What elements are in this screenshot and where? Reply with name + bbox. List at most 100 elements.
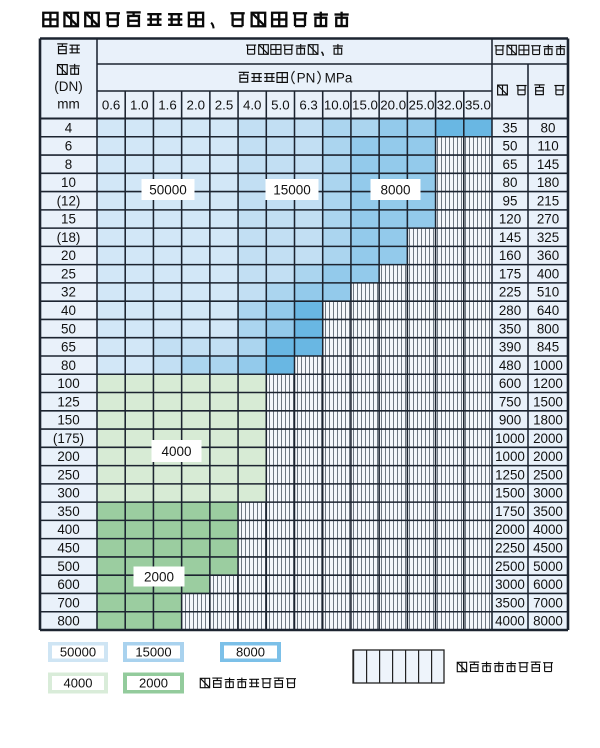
svg-text:600: 600 bbox=[57, 577, 79, 592]
svg-text:(18): (18) bbox=[57, 230, 81, 245]
svg-text:160: 160 bbox=[499, 248, 521, 263]
svg-text:350: 350 bbox=[499, 321, 521, 336]
svg-text:10.0: 10.0 bbox=[324, 98, 350, 113]
svg-text:360: 360 bbox=[537, 248, 559, 263]
svg-text:3500: 3500 bbox=[495, 595, 525, 610]
svg-text:65: 65 bbox=[61, 340, 76, 355]
svg-text:(175): (175) bbox=[53, 431, 84, 446]
svg-text:1000: 1000 bbox=[495, 449, 525, 464]
svg-text:2500: 2500 bbox=[533, 467, 563, 482]
svg-text:1.0: 1.0 bbox=[130, 98, 149, 113]
svg-text:1000: 1000 bbox=[533, 358, 563, 373]
svg-text:6000: 6000 bbox=[533, 577, 563, 592]
svg-text:2.5: 2.5 bbox=[215, 98, 234, 113]
svg-text:750: 750 bbox=[499, 394, 521, 409]
svg-text:300: 300 bbox=[57, 486, 79, 501]
svg-text:6.3: 6.3 bbox=[299, 98, 318, 113]
svg-text:50000: 50000 bbox=[60, 645, 96, 660]
svg-text:900: 900 bbox=[499, 413, 521, 428]
svg-text:4000: 4000 bbox=[495, 614, 525, 629]
svg-text:270: 270 bbox=[537, 212, 559, 227]
svg-text:15: 15 bbox=[61, 212, 76, 227]
svg-text:390: 390 bbox=[499, 340, 521, 355]
svg-text:400: 400 bbox=[57, 522, 79, 537]
svg-text:5000: 5000 bbox=[533, 559, 563, 574]
svg-text:120: 120 bbox=[499, 212, 521, 227]
svg-text:3000: 3000 bbox=[533, 486, 563, 501]
svg-text:800: 800 bbox=[537, 321, 559, 336]
svg-text:25: 25 bbox=[61, 267, 76, 282]
svg-text:50: 50 bbox=[61, 321, 76, 336]
svg-text:400: 400 bbox=[537, 267, 559, 282]
svg-text:15000: 15000 bbox=[273, 182, 311, 197]
svg-text:15000: 15000 bbox=[135, 645, 171, 660]
svg-text:2000: 2000 bbox=[533, 431, 563, 446]
svg-text:150: 150 bbox=[57, 413, 79, 428]
svg-text:0.6: 0.6 bbox=[102, 98, 121, 113]
svg-text:35.0: 35.0 bbox=[465, 98, 491, 113]
svg-text:700: 700 bbox=[57, 595, 79, 610]
svg-text:4500: 4500 bbox=[533, 541, 563, 556]
svg-text:(DN): (DN) bbox=[54, 79, 83, 94]
svg-text:2000: 2000 bbox=[495, 522, 525, 537]
svg-text:1750: 1750 bbox=[495, 504, 525, 519]
svg-text:80: 80 bbox=[541, 120, 556, 135]
svg-text:2000: 2000 bbox=[144, 569, 174, 584]
svg-text:8000: 8000 bbox=[533, 614, 563, 629]
svg-text:600: 600 bbox=[499, 376, 521, 391]
svg-text:4000: 4000 bbox=[533, 522, 563, 537]
svg-text:32: 32 bbox=[61, 285, 76, 300]
svg-text:2250: 2250 bbox=[495, 541, 525, 556]
svg-text:350: 350 bbox=[57, 504, 79, 519]
svg-text:180: 180 bbox=[537, 175, 559, 190]
svg-text:3000: 3000 bbox=[495, 577, 525, 592]
svg-text:1500: 1500 bbox=[533, 394, 563, 409]
svg-text:2000: 2000 bbox=[139, 676, 168, 691]
svg-text:4000: 4000 bbox=[64, 676, 93, 691]
svg-text:5.0: 5.0 bbox=[271, 98, 290, 113]
svg-text:MPa: MPa bbox=[325, 70, 353, 85]
svg-text:20.0: 20.0 bbox=[380, 98, 406, 113]
svg-text:175: 175 bbox=[499, 267, 521, 282]
svg-text:80: 80 bbox=[503, 175, 518, 190]
svg-text:32.0: 32.0 bbox=[437, 98, 463, 113]
svg-text:1000: 1000 bbox=[495, 431, 525, 446]
svg-text:35: 35 bbox=[503, 120, 518, 135]
svg-text:280: 280 bbox=[499, 303, 521, 318]
svg-text:510: 510 bbox=[537, 285, 559, 300]
svg-text:40: 40 bbox=[61, 303, 76, 318]
svg-text:640: 640 bbox=[537, 303, 559, 318]
svg-text:3500: 3500 bbox=[533, 504, 563, 519]
svg-text:250: 250 bbox=[57, 467, 79, 482]
svg-text:65: 65 bbox=[503, 157, 518, 172]
svg-text:200: 200 bbox=[57, 449, 79, 464]
svg-text:10: 10 bbox=[61, 175, 76, 190]
svg-text:20: 20 bbox=[61, 248, 76, 263]
svg-text:2.0: 2.0 bbox=[187, 98, 206, 113]
svg-text:(12): (12) bbox=[57, 193, 81, 208]
svg-text:1.6: 1.6 bbox=[158, 98, 177, 113]
svg-text:25.0: 25.0 bbox=[409, 98, 435, 113]
svg-text:800: 800 bbox=[57, 614, 79, 629]
svg-text:450: 450 bbox=[57, 541, 79, 556]
svg-text:100: 100 bbox=[57, 376, 79, 391]
svg-text:2500: 2500 bbox=[495, 559, 525, 574]
svg-text:4: 4 bbox=[65, 120, 73, 135]
svg-text:50: 50 bbox=[503, 139, 518, 154]
svg-text:215: 215 bbox=[537, 193, 559, 208]
svg-text:8000: 8000 bbox=[236, 645, 265, 660]
svg-text:1500: 1500 bbox=[495, 486, 525, 501]
svg-text:mm: mm bbox=[57, 97, 80, 112]
svg-text:1800: 1800 bbox=[533, 413, 563, 428]
svg-text:325: 325 bbox=[537, 230, 559, 245]
svg-text:80: 80 bbox=[61, 358, 76, 373]
svg-text:50000: 50000 bbox=[149, 182, 187, 197]
svg-text:845: 845 bbox=[537, 340, 559, 355]
svg-text:225: 225 bbox=[499, 285, 521, 300]
svg-text:15.0: 15.0 bbox=[352, 98, 378, 113]
svg-text:8000: 8000 bbox=[380, 182, 410, 197]
svg-text:1200: 1200 bbox=[533, 376, 563, 391]
svg-text:125: 125 bbox=[57, 394, 79, 409]
svg-text:480: 480 bbox=[499, 358, 521, 373]
svg-text:145: 145 bbox=[499, 230, 521, 245]
